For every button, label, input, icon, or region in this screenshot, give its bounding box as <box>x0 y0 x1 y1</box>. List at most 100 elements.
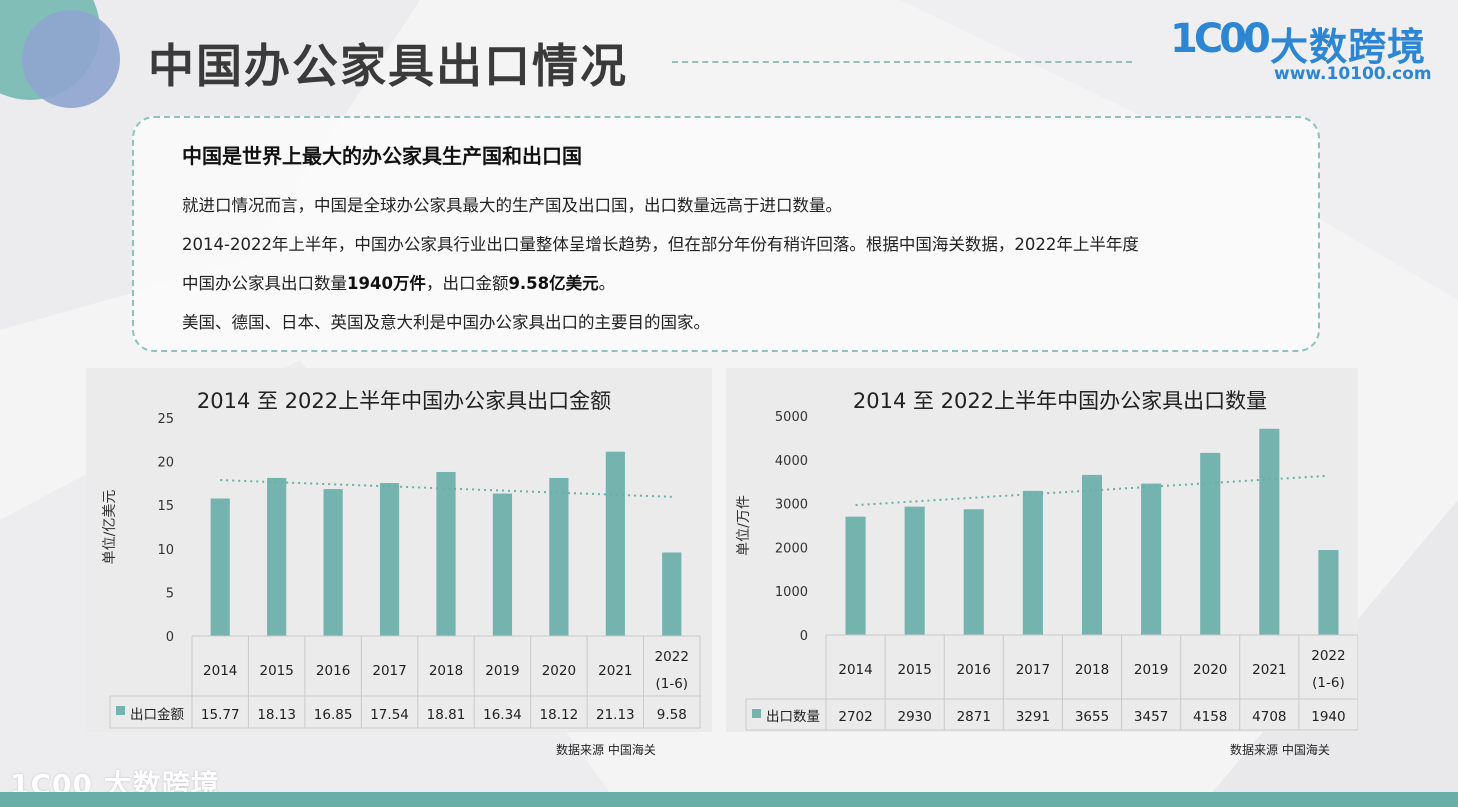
bar-2019 <box>492 493 513 636</box>
summary-line-3: 中国办公家具出口数量1940万件，出口金额9.58亿美元。 <box>182 270 615 294</box>
summary-amount-highlight: 9.58亿美元 <box>508 274 599 293</box>
bar-2016 <box>323 489 343 636</box>
data-value-label: 3457 <box>1134 709 1168 725</box>
chart-title: 2014 至 2022上半年中国办公家具出口数量 <box>853 389 1267 413</box>
data-value-label: 17.54 <box>370 707 409 723</box>
bar-2021 <box>605 451 625 636</box>
x-category-label: 2016 <box>316 663 350 679</box>
y-tick-label: 10 <box>157 543 174 558</box>
bar-2014 <box>845 516 866 635</box>
data-value-label: 4158 <box>1193 709 1227 725</box>
summary-line-1: 就进口情况而言，中国是全球办公家具最大的生产国及出口国，出口数量远高于进口数量。 <box>182 196 842 215</box>
y-tick-label: 0 <box>800 629 808 644</box>
chart-panel-amount: 2014 至 2022上半年中国办公家具出口金额 0 5 10 15 20 25 单位/亿美元… <box>86 368 712 732</box>
data-value-label: 16.34 <box>483 707 522 723</box>
data-value-label: 16.85 <box>314 707 353 723</box>
x-category-label: 2014 <box>838 662 872 678</box>
x-category-sub-label: (1-6) <box>1312 675 1345 691</box>
chart-title: 2014 至 2022上半年中国办公家具出口金额 <box>197 389 611 413</box>
legend-label: 出口金额 <box>130 707 184 723</box>
bar-2015 <box>904 506 925 635</box>
data-value-label: 2871 <box>957 709 991 725</box>
summary-box: 中国是世界上最大的办公家具生产国和出口国 就进口情况而言，中国是全球办公家具最大… <box>132 116 1320 352</box>
logo-url: www.10100.com <box>1274 64 1432 84</box>
summary-line-3-pre: 中国办公家具出口数量 <box>182 274 347 293</box>
summary-heading: 中国是世界上最大的办公家具生产国和出口国 <box>182 144 582 168</box>
x-category-label: 2022 <box>1311 648 1345 664</box>
x-category-label: 2022 <box>655 649 689 665</box>
summary-line-4: 美国、德国、日本、英国及意大利是中国办公家具出口的主要目的国家。 <box>182 313 710 332</box>
x-category-label: 2015 <box>259 663 293 679</box>
footer-bar <box>0 792 1458 807</box>
x-category-label: 2018 <box>429 663 463 679</box>
data-value-label: 21.13 <box>596 707 635 723</box>
y-tick-label: 20 <box>157 456 174 471</box>
data-value-label: 3655 <box>1075 709 1109 725</box>
chart-quantity-source: 数据来源 中国海关 <box>1230 743 1330 757</box>
summary-line-2: 2014-2022年上半年，中国办公家具行业出口量整体呈增长趋势，但在部分年份有… <box>182 235 1139 254</box>
y-tick-label: 5000 <box>775 410 808 425</box>
x-category-label: 2017 <box>1016 662 1050 678</box>
x-category-label: 2018 <box>1075 662 1109 678</box>
bar-2020 <box>549 477 569 636</box>
trend-line <box>855 474 1329 507</box>
bar-2018 <box>436 471 456 636</box>
data-value-label: 18.81 <box>427 707 466 723</box>
y-tick-label: 0 <box>166 630 174 645</box>
logo-mark: 1C00 <box>1170 16 1271 62</box>
x-category-label: 2020 <box>542 663 576 679</box>
x-category-label: 2016 <box>957 662 991 678</box>
y-tick-label: 25 <box>157 412 174 427</box>
decor-circle-blue <box>22 10 120 108</box>
summary-quantity-highlight: 1940万件 <box>347 274 426 293</box>
bar-2016 <box>963 509 984 635</box>
y-tick-label: 4000 <box>775 454 808 469</box>
x-category-label: 2019 <box>485 663 519 679</box>
x-category-label: 2017 <box>372 663 406 679</box>
data-value-label: 3291 <box>1016 709 1050 725</box>
bar-2014 <box>210 498 230 636</box>
bar-2019 <box>1141 483 1162 635</box>
page-title: 中国办公家具出口情况 <box>148 39 628 93</box>
x-category-label: 2021 <box>1252 662 1286 678</box>
bar-2022 <box>1318 550 1339 635</box>
bar-2020 <box>1200 452 1221 635</box>
x-category-label: 2019 <box>1134 662 1168 678</box>
data-value-label: 2702 <box>838 709 872 725</box>
chart-export-quantity: 2014 至 2022上半年中国办公家具出口数量 0 1000 2000 3000 400… <box>736 389 1358 731</box>
y-tick-label: 5 <box>166 586 174 601</box>
summary-line-3-mid: ，出口金额 <box>425 274 509 293</box>
x-category-label: 2015 <box>897 662 931 678</box>
y-tick-label: 3000 <box>775 498 808 513</box>
x-category-label: 2020 <box>1193 662 1227 678</box>
data-value-label: 9.58 <box>657 707 687 723</box>
y-tick-label: 15 <box>157 499 174 514</box>
bar-2015 <box>267 477 287 636</box>
data-value-label: 18.13 <box>257 707 296 723</box>
y-axis-label: 单位/亿美元 <box>102 490 118 565</box>
brand-logo[interactable]: 1C00 大数跨境 www.10100.com <box>1170 14 1440 84</box>
data-value-label: 1940 <box>1311 709 1345 725</box>
y-tick-label: 2000 <box>775 541 808 556</box>
x-category-label: 2014 <box>203 663 237 679</box>
chart-panel-quantity: 2014 至 2022上半年中国办公家具出口数量 0 1000 2000 3000 400… <box>726 368 1358 732</box>
data-value-label: 4708 <box>1252 709 1286 725</box>
data-value-label: 2930 <box>897 709 931 725</box>
logo-name: 大数跨境 <box>1270 25 1427 69</box>
bar-2021 <box>1259 428 1280 635</box>
y-tick-label: 1000 <box>775 585 808 600</box>
y-axis-label: 单位/万件 <box>736 495 752 556</box>
bar-2017 <box>379 483 400 636</box>
bar-2022 <box>662 552 682 636</box>
bar-2018 <box>1081 474 1103 635</box>
x-category-label: 2021 <box>598 663 632 679</box>
x-category-sub-label: (1-6) <box>655 676 688 692</box>
legend-label: 出口数量 <box>766 709 820 725</box>
legend-swatch <box>116 706 125 715</box>
title-divider <box>672 61 1132 63</box>
data-value-label: 15.77 <box>201 707 240 723</box>
data-value-label: 18.12 <box>540 707 579 723</box>
chart-amount-source: 数据来源 中国海关 <box>556 743 656 757</box>
bar-2017 <box>1022 490 1043 635</box>
chart-export-amount: 2014 至 2022上半年中国办公家具出口金额 0 5 10 15 20 25 单位/亿美元… <box>102 389 701 729</box>
